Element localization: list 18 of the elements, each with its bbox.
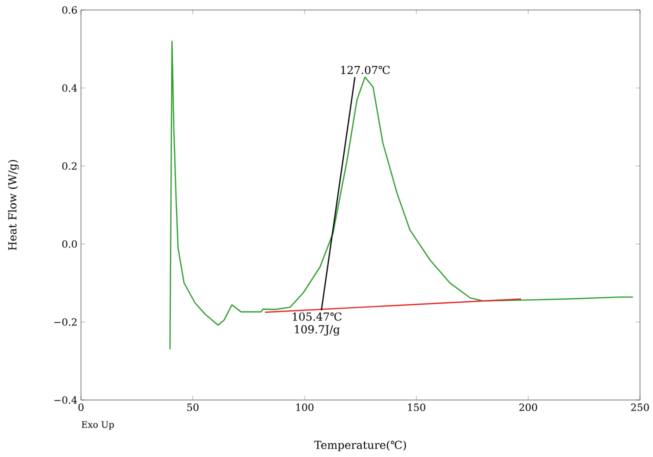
x-tick-label: 200 [519,404,538,412]
text: Exo Up [82,421,114,430]
x-tick-label: 50 [187,404,198,412]
annotation: 127.07℃ [341,66,390,74]
x-tick-label: 0 [78,404,84,412]
annotation: 105.47℃ [292,312,342,321]
annotation: 109.7J/g [294,325,340,336]
y-tick-label: 0.4 [62,84,77,92]
x-tick-label: 150 [408,404,426,412]
y-tick-label: −0.2 [54,318,76,326]
y-tick-label: −0.4 [54,396,77,404]
y-axis-title: Heat Flow (W/g) [8,160,19,250]
y-tick-label: 0.2 [62,162,76,170]
y-tick-label: 0.0 [62,240,77,248]
x-tick-label: 100 [296,404,314,412]
x-axis-title: Temperature(℃) [314,440,406,452]
x-tick-label: 250 [631,404,649,412]
y-tick-label: 0.6 [62,6,77,14]
